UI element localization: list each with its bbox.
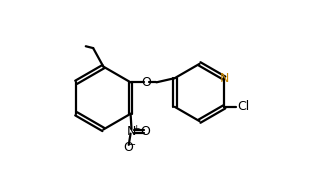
Text: +: +: [132, 124, 139, 133]
Text: −: −: [128, 140, 136, 150]
Text: Cl: Cl: [238, 100, 250, 113]
Text: N: N: [220, 72, 229, 85]
Text: O: O: [123, 141, 133, 154]
Text: N: N: [127, 125, 136, 138]
Text: O: O: [141, 76, 151, 89]
Text: O: O: [140, 125, 150, 138]
